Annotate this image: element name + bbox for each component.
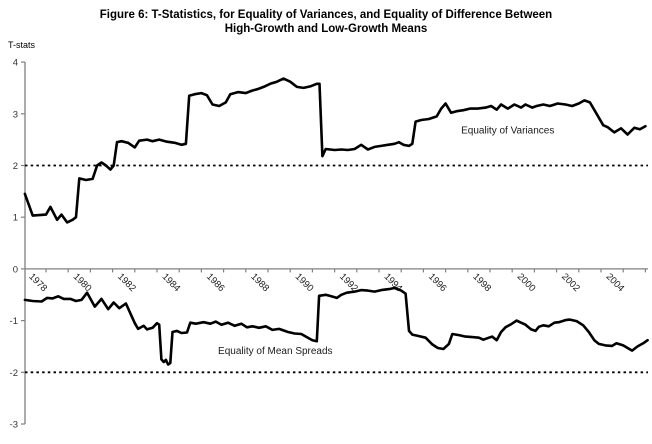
y-tick-label: -3 [10, 420, 18, 431]
y-tick-label: -2 [10, 368, 18, 379]
y-tick-label: 0 [13, 264, 18, 275]
y-tick-label: -1 [10, 316, 18, 327]
x-tick-label: 2004 [604, 271, 627, 294]
x-tick-label: 1982 [115, 271, 138, 294]
series-equality-of-mean-spreads [23, 286, 649, 366]
x-tick-label: 1978 [26, 271, 49, 294]
chart-title: Figure 6: T-Statistics, for Equality of … [0, 8, 652, 36]
x-tick-label: 2000 [515, 271, 538, 294]
x-tick-label: 1986 [204, 271, 227, 294]
x-tick-label: 2002 [559, 271, 582, 294]
x-tick-label: 1990 [293, 271, 316, 294]
x-tick-label: 1980 [71, 271, 94, 294]
annotation-equality-of-mean-spreads: Equality of Mean Spreads [218, 346, 333, 357]
x-tick-labels: 1978 1980 1982 1984 1986 1988 1990 1992 1994 1996… [26, 271, 626, 294]
chart-title-line1: Figure 6: T-Statistics, for Equality of … [99, 9, 553, 21]
x-tick-label: 1984 [160, 271, 183, 294]
chart-title-line2: High-Growth and Low-Growth Means [224, 23, 428, 35]
y-tick-label: 1 [13, 213, 18, 224]
x-axis-ticks [45, 268, 647, 273]
y-tick-label: 2 [13, 161, 18, 172]
y-tick-label: 4 [13, 58, 18, 69]
x-tick-label: 1988 [248, 271, 271, 294]
y-axis-ticks: 4 3 2 1 0 -1 -2 -3 [10, 58, 25, 431]
x-tick-label: 1998 [470, 271, 493, 294]
x-tick-label: 1996 [426, 271, 449, 294]
y-tick-label: 3 [13, 109, 18, 120]
annotation-equality-of-variances: Equality of Variances [461, 125, 554, 136]
y-axis-title: T-stats [8, 40, 36, 50]
series-equality-of-variances [23, 77, 647, 224]
